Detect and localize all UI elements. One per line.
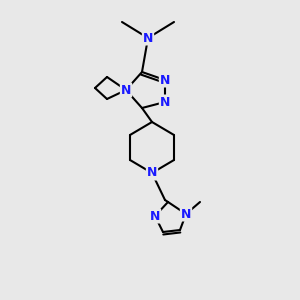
- Text: N: N: [160, 95, 170, 109]
- Text: N: N: [160, 74, 170, 86]
- Text: N: N: [150, 209, 160, 223]
- Text: N: N: [143, 32, 153, 44]
- Text: N: N: [147, 167, 157, 179]
- Text: N: N: [181, 208, 191, 220]
- Text: N: N: [121, 83, 131, 97]
